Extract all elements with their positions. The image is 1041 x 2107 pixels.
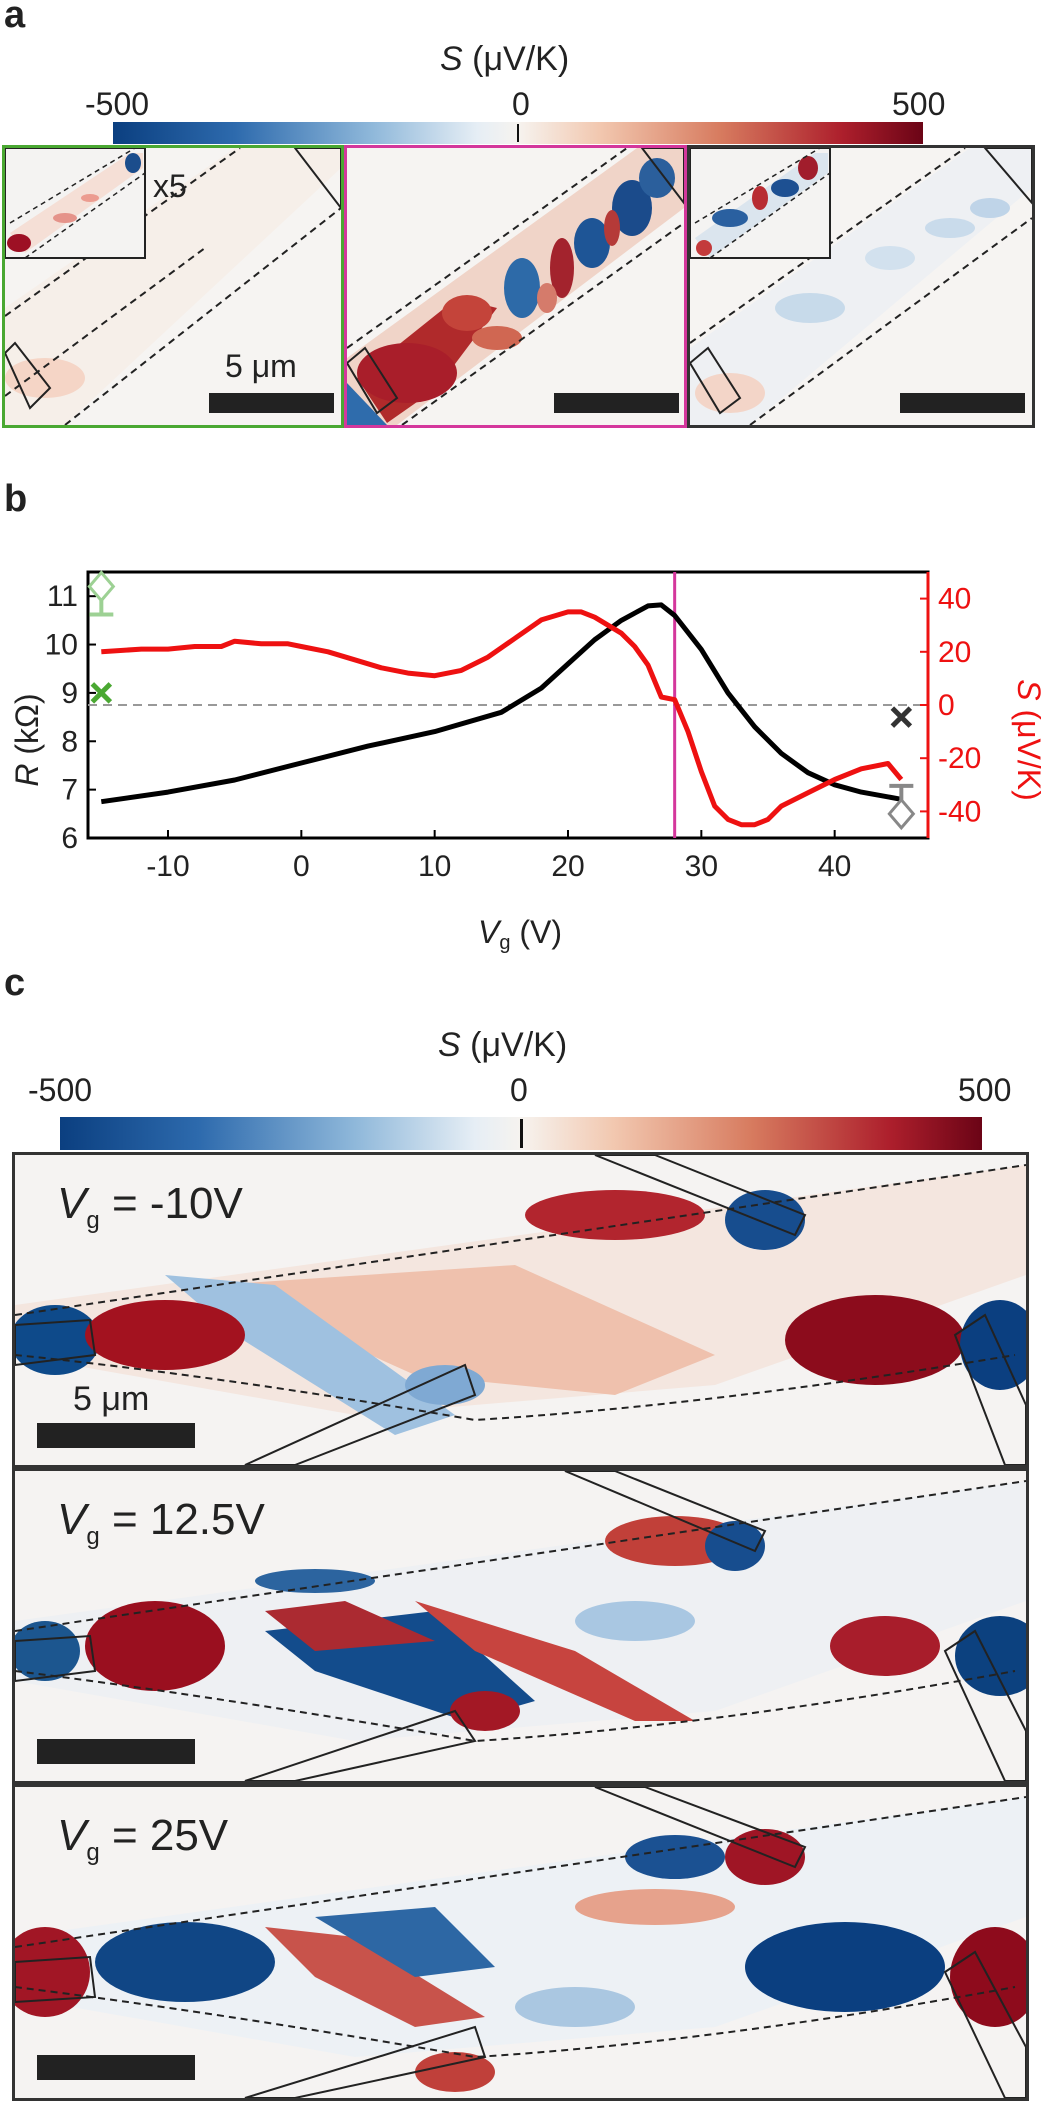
panel-a-map-1: x5 5 μm bbox=[2, 145, 344, 428]
panel-c-scalebar-1 bbox=[37, 1423, 195, 1448]
panel-a-colorbar-tick-max: 500 bbox=[892, 86, 946, 122]
panel-a-map-3 bbox=[687, 145, 1035, 428]
panel-a-letter: a bbox=[4, 0, 26, 36]
y-left-tick-label: 9 bbox=[61, 677, 78, 710]
panel-a-colorbar-tick-min: -500 bbox=[85, 86, 150, 122]
panel-a-map-2-plot bbox=[347, 148, 684, 425]
panel-c-map-2-plot bbox=[15, 1471, 1026, 1781]
cross-marker bbox=[890, 706, 913, 728]
x-tick-label: 10 bbox=[418, 850, 451, 883]
panel-a-map-2 bbox=[344, 145, 687, 428]
panel-a-colorbar-label: S (μV/K) bbox=[440, 40, 570, 78]
panel-c-map-1-plot bbox=[15, 1155, 1026, 1465]
x-tick-label: 40 bbox=[818, 850, 851, 883]
panel-c-map-3-label: Vg = 25V bbox=[57, 1811, 229, 1866]
panel-a-scalebar-2 bbox=[554, 393, 679, 413]
diamond-marker bbox=[887, 797, 916, 831]
x-tick-label: -10 bbox=[146, 850, 189, 883]
panel-a-scalebar-label: 5 μm bbox=[225, 348, 297, 384]
x-tick-label: 20 bbox=[551, 850, 584, 883]
panel-c-colorbar-tick-max: 500 bbox=[958, 1072, 1012, 1108]
y-right-tick-label: -40 bbox=[938, 795, 981, 828]
panel-c-map-2-label: Vg = 12.5V bbox=[57, 1495, 265, 1550]
panel-a-inset-label: x5 bbox=[153, 168, 187, 204]
y-left-tick-label: 6 bbox=[61, 822, 78, 855]
panel-c-map-vg-12-5: Vg = 12.5V bbox=[12, 1468, 1029, 1784]
panel-a-scalebar-3 bbox=[900, 393, 1025, 413]
y-left-tick-label: 7 bbox=[61, 774, 78, 807]
panel-c-colorbar-zero-tick bbox=[520, 1119, 523, 1148]
panel-a-colorbar-zero-tick bbox=[517, 124, 519, 142]
y-right-tick-label: 0 bbox=[938, 689, 955, 722]
y-left-axis-label: R (kΩ) bbox=[9, 693, 45, 786]
panel-c-scalebar-label: 5 μm bbox=[73, 1380, 150, 1418]
y-right-axis-label: S (μV/K) bbox=[1011, 679, 1041, 801]
y-right-tick-label: 20 bbox=[938, 636, 971, 669]
resistance-curve bbox=[100, 602, 902, 805]
seebeck-curve bbox=[101, 609, 904, 828]
x-tick-label: 30 bbox=[685, 850, 718, 883]
panel-c-map-vg-25: Vg = 25V bbox=[12, 1784, 1029, 2101]
panel-a-colorbar-tick-zero: 0 bbox=[512, 86, 530, 122]
panel-a-map-3-plot bbox=[690, 148, 1032, 425]
panel-b-chart: -10 0 10 20 30 40 6 7 8 9 10 11 40 20 0 -20 -40 R (kΩ) S… bbox=[9, 570, 1041, 954]
y-left-tick-label: 8 bbox=[61, 725, 78, 758]
x-axis-label: Vg (V) bbox=[478, 914, 562, 954]
y-right-tick-label: 40 bbox=[938, 583, 971, 616]
panel-c-scalebar-3 bbox=[37, 2055, 195, 2080]
panel-a-scalebar-1 bbox=[209, 393, 334, 413]
panel-c-colorbar-tick-zero: 0 bbox=[510, 1072, 528, 1108]
cross-marker bbox=[90, 682, 113, 704]
panel-c-map-vg-minus10: Vg = -10V 5 μm bbox=[12, 1152, 1029, 1468]
panel-c-map-1-label: Vg = -10V bbox=[57, 1179, 243, 1234]
y-left-tick-label: 10 bbox=[45, 629, 78, 662]
y-left-tick-label: 11 bbox=[47, 580, 78, 613]
panel-c-scalebar-2 bbox=[37, 1739, 195, 1764]
panel-c-map-3-plot bbox=[15, 1787, 1026, 2098]
panel-b-letter: b bbox=[4, 478, 28, 520]
panel-c-letter: c bbox=[4, 962, 26, 1004]
panel-c-colorbar-label: S (μV/K) bbox=[438, 1026, 568, 1064]
y-right-tick-label: -20 bbox=[938, 742, 981, 775]
panel-c-colorbar-tick-min: -500 bbox=[28, 1072, 93, 1108]
x-tick-label: 0 bbox=[293, 850, 310, 883]
panel-a-map-1-plot bbox=[5, 148, 341, 425]
